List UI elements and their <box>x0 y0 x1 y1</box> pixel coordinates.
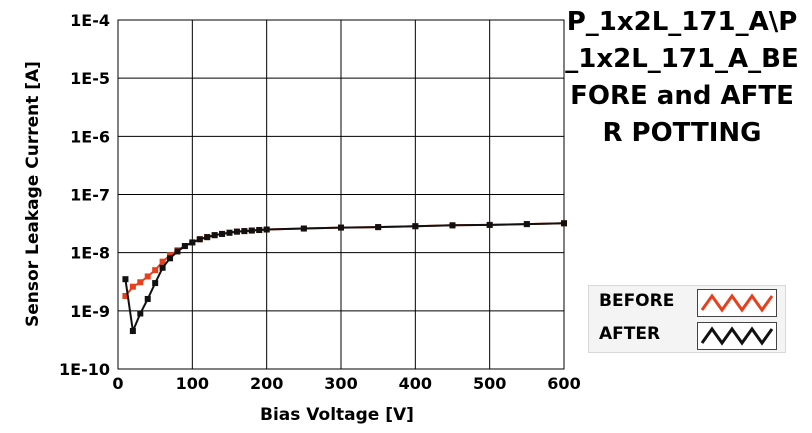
y-tick-label: 1E-8 <box>70 244 110 263</box>
data-point-before <box>159 258 166 265</box>
grid-lines <box>118 20 564 369</box>
data-point-after <box>256 227 263 234</box>
legend: BEFORE AFTER <box>588 285 786 353</box>
data-point-after <box>248 227 255 234</box>
data-point-after <box>523 221 530 228</box>
series-line-after <box>124 222 565 335</box>
data-point-before <box>122 292 129 299</box>
data-point-after <box>219 230 226 237</box>
legend-item-before: BEFORE <box>589 287 785 317</box>
data-point-after <box>449 222 456 229</box>
legend-label-before: BEFORE <box>599 291 675 311</box>
data-point-after <box>561 220 567 227</box>
x-tick-label: 600 <box>547 374 580 393</box>
data-point-before <box>137 279 144 286</box>
y-tick-label: 1E-6 <box>70 127 110 146</box>
y-tick-label: 1E-9 <box>70 302 110 321</box>
data-point-after <box>412 223 419 230</box>
data-point-after <box>375 224 382 231</box>
data-point-after <box>300 225 307 232</box>
legend-item-after: AFTER <box>589 320 785 350</box>
x-tick-label: 300 <box>324 374 357 393</box>
legend-label-after: AFTER <box>599 324 661 344</box>
y-tick-labels: 1E-10 1E-9 1E-8 1E-7 1E-6 1E-5 1E-4 <box>59 11 110 379</box>
data-point-after <box>486 221 493 228</box>
y-tick-label: 1E-5 <box>70 69 110 88</box>
plot-frame <box>117 19 565 370</box>
data-point-after <box>159 264 166 271</box>
x-tick-label: 0 <box>112 374 123 393</box>
data-point-after <box>211 232 218 239</box>
data-point-after <box>338 224 344 231</box>
x-tick-label: 500 <box>473 374 506 393</box>
data-point-after <box>174 248 181 255</box>
data-point-after <box>122 276 129 283</box>
data-point-after <box>167 255 174 262</box>
legend-swatch-after <box>697 322 777 350</box>
series-lines <box>122 220 567 335</box>
data-point-after <box>129 328 136 335</box>
x-tick-label: 200 <box>250 374 283 393</box>
data-point-after <box>144 295 151 302</box>
x-axis-label: Bias Voltage [V] <box>260 405 414 425</box>
x-tick-labels: 0 100 200 300 400 500 600 <box>112 374 580 393</box>
data-point-after <box>241 228 248 235</box>
data-point-before <box>144 273 151 280</box>
data-point-after <box>196 236 203 243</box>
data-point-after <box>204 234 211 241</box>
data-point-after <box>263 226 270 233</box>
y-axis-label: Sensor Leakage Current [A] <box>23 61 43 327</box>
legend-swatch-before <box>697 289 777 317</box>
chart-title: P_1x2L_171_A\P_1x2L_171_A_BEFORE and AFT… <box>565 7 799 148</box>
data-point-after <box>226 229 233 236</box>
x-tick-label: 400 <box>399 374 432 393</box>
data-point-after <box>189 239 196 246</box>
data-point-after <box>181 243 188 250</box>
data-point-after <box>137 310 144 317</box>
data-point-before <box>152 267 159 274</box>
y-tick-label: 1E-4 <box>70 11 110 30</box>
data-point-before <box>129 283 136 290</box>
y-tick-label: 1E-10 <box>59 360 110 379</box>
data-point-after <box>152 280 159 287</box>
x-tick-label: 100 <box>176 374 209 393</box>
y-tick-label: 1E-7 <box>70 186 110 205</box>
data-point-after <box>233 228 240 235</box>
